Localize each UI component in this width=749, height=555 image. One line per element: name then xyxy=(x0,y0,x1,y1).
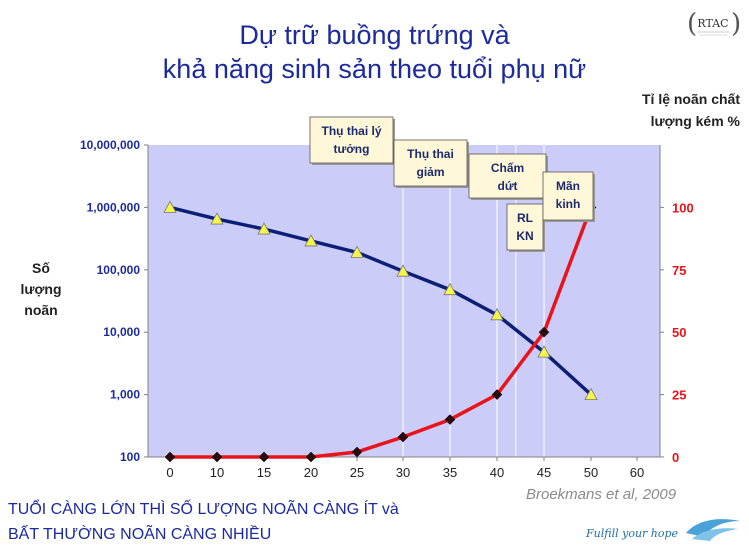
annotation-box xyxy=(542,171,594,221)
svg-text:): ) xyxy=(731,9,741,39)
annotation-box xyxy=(506,203,544,251)
x-tick-label: 30 xyxy=(396,465,410,480)
rtac-logo: ( ) RTAC xyxy=(684,8,742,47)
annotation-box xyxy=(393,139,468,187)
poor-quality-rate-point xyxy=(538,326,550,338)
oocyte-count-point xyxy=(537,345,551,358)
poor-quality-rate-point xyxy=(305,451,317,463)
annotation-label-line-1: Mãn xyxy=(556,179,580,193)
oocyte-count-point xyxy=(304,234,318,247)
citation: Broekmans et al, 2009 xyxy=(526,486,677,503)
left-axis-title-line-3: noãn xyxy=(24,302,58,318)
left-tick-label: 100 xyxy=(120,450,140,464)
right-axis-title: Tỉ lệ noãn chất lượng kém % xyxy=(610,88,740,132)
x-tick-label: 50 xyxy=(584,465,598,480)
poor-quality-rate-point xyxy=(164,451,176,463)
poor-quality-rate-point xyxy=(397,431,409,443)
oocyte-count-point xyxy=(396,264,410,277)
poor-quality-rate-line xyxy=(170,206,593,459)
conclusion-text: TUỔI CÀNG LỚN THÌ SỐ LƯỢNG NOÃN CÀNG ÍT … xyxy=(8,497,399,547)
right-tick-label: 0 xyxy=(672,450,679,465)
poor-quality-rate-point xyxy=(444,414,456,425)
rtac-logo-mark: ( ) RTAC xyxy=(687,9,741,39)
left-tick-label: 10,000 xyxy=(103,325,140,339)
left-axis-title: Số lượng noãn xyxy=(18,258,64,321)
left-tick-label: 1,000 xyxy=(110,388,140,402)
conclusion-line-1: TUỔI CÀNG LỚN THÌ SỐ LƯỢNG NOÃN CÀNG ÍT … xyxy=(8,501,399,518)
x-tick-label: 35 xyxy=(443,465,457,480)
left-axis-title-line-1: Số xyxy=(32,260,50,276)
logo-text: RTAC xyxy=(697,17,728,30)
annotation-label-line-2: tưởng xyxy=(334,142,370,156)
x-tick-label: 15 xyxy=(257,465,271,480)
x-tick-label: 10 xyxy=(210,465,224,480)
annotation-label-line-2: KN xyxy=(516,229,533,243)
annotation-label-line-1: RL xyxy=(517,211,533,225)
x-tick-label: 25 xyxy=(350,465,364,480)
x-tick-label: 40 xyxy=(490,465,504,480)
poor-quality-rate-point xyxy=(211,451,223,463)
conclusion-line-2: BẤT THƯỜNG NOÃN CÀNG NHIỀU xyxy=(8,526,272,543)
left-tick-label: 100,000 xyxy=(97,263,141,277)
slide-title: Dự trữ buồng trứng và khả năng sinh sản … xyxy=(0,18,749,86)
title-line-1: Dự trữ buồng trứng và xyxy=(239,20,510,50)
oocyte-count-point xyxy=(163,200,177,213)
oocyte-count-point xyxy=(350,245,364,258)
x-tick-label: 45 xyxy=(537,465,551,480)
x-tick-label: 20 xyxy=(304,465,318,480)
annotation-label-line-2: kinh xyxy=(556,197,581,211)
tagline: Fulfill your hope xyxy=(586,527,679,540)
x-tick-label: 0 xyxy=(166,465,173,480)
annotation-box xyxy=(309,116,394,164)
right-axis-title-line-1: Tỉ lệ noãn chất xyxy=(641,91,740,107)
oocyte-count-point xyxy=(490,307,504,321)
svg-text:(: ( xyxy=(687,9,697,39)
left-axis-title-line-2: lượng xyxy=(20,281,62,297)
right-axis-title-line-2: lượng kém % xyxy=(650,113,740,129)
left-tick-label: 10,000,000 xyxy=(80,138,140,152)
left-tick-label: 1,000,000 xyxy=(87,200,141,214)
oocyte-count-point xyxy=(443,282,457,296)
poor-quality-rate-point xyxy=(491,389,503,400)
annotation-label-line-1: Thụ thai lý xyxy=(322,124,382,138)
oocyte-count-point xyxy=(257,222,271,235)
annotation-label-line-2: dứt xyxy=(497,179,517,193)
right-tick-label: 100 xyxy=(672,200,694,215)
x-tick-label: 60 xyxy=(630,465,644,480)
annotation-label-line-1: Thụ thai xyxy=(407,147,454,161)
annotation-label-line-1: Chấm xyxy=(491,161,524,175)
poor-quality-rate-point xyxy=(258,451,270,463)
oocyte-count-line xyxy=(169,205,593,396)
wave-logo-icon xyxy=(684,515,742,548)
annotation-label-line-2: giảm xyxy=(416,165,444,179)
right-tick-label: 75 xyxy=(672,263,686,278)
right-tick-label: 50 xyxy=(672,325,686,340)
oocyte-count-point xyxy=(584,387,598,401)
oocyte-count-point xyxy=(210,212,224,225)
title-line-2: khả năng sinh sản theo tuổi phụ nữ xyxy=(162,54,587,84)
right-tick-label: 25 xyxy=(672,388,686,403)
poor-quality-rate-point xyxy=(351,446,363,458)
